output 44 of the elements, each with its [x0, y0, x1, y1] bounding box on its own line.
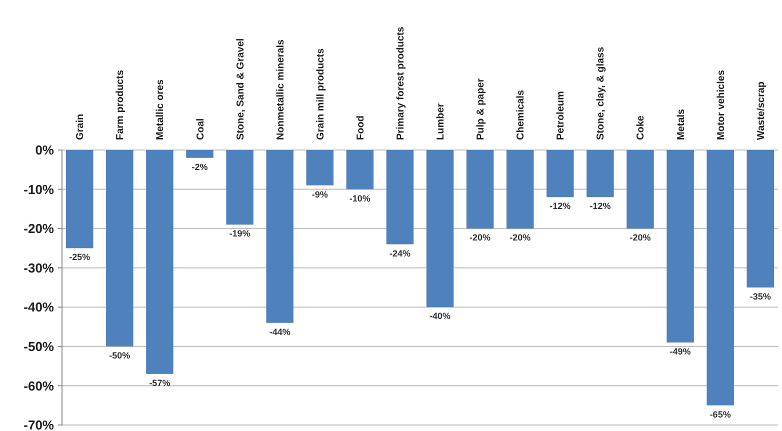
data-label: -20% — [470, 232, 491, 243]
data-label: -40% — [430, 311, 451, 322]
x-tick-label: Coke — [636, 115, 647, 140]
y-tick-label: -70% — [24, 418, 54, 431]
data-label: -9% — [312, 189, 328, 200]
data-label: -44% — [269, 326, 290, 337]
x-tick-label: Waste/scrap — [756, 81, 767, 140]
data-label: -50% — [109, 350, 130, 360]
x-tick-label: Petroleum — [556, 90, 567, 140]
data-label: -12% — [590, 201, 611, 212]
data-label: -12% — [550, 201, 571, 212]
data-label: -65% — [710, 409, 731, 420]
x-tick-label: Stone, clay, & glass — [596, 46, 607, 140]
data-label: -19% — [229, 228, 250, 239]
data-label: -35% — [750, 292, 771, 302]
y-tick-label: -50% — [24, 338, 54, 354]
x-tick-label: Lumber — [436, 103, 447, 140]
x-tick-label: Metals — [676, 108, 687, 140]
y-tick-label: -10% — [24, 182, 54, 197]
y-tick-label: -60% — [24, 378, 54, 394]
x-tick-label: Metallic ores — [155, 78, 166, 140]
data-label: -24% — [389, 248, 410, 258]
y-tick-label: -30% — [24, 260, 54, 276]
data-label: -49% — [670, 346, 691, 356]
x-tick-label: Stone, Sand & Gravel — [235, 38, 246, 140]
x-tick-label: Motor vehicles — [716, 70, 727, 140]
x-tick-label: Coal — [195, 118, 206, 140]
x-tick-label: Grain — [75, 114, 86, 140]
data-label: -10% — [349, 193, 370, 204]
x-tick-label: Chemicals — [516, 90, 527, 140]
y-tick-label: -40% — [24, 300, 54, 315]
x-tick-label: Grain mill products — [315, 48, 326, 140]
x-tick-label: Farm products — [115, 70, 126, 140]
x-tick-label: Primary forest products — [395, 26, 406, 140]
data-label: -57% — [149, 378, 170, 388]
x-tick-label: Food — [355, 116, 366, 140]
data-label: -25% — [69, 252, 90, 262]
x-tick-label: Nonmetallic minerals — [275, 38, 286, 140]
x-tick-label: Pulp & paper — [476, 78, 487, 140]
y-tick-label: 0% — [35, 142, 54, 158]
y-tick-label: -20% — [24, 221, 54, 236]
data-label: -20% — [630, 232, 651, 243]
data-label: -20% — [510, 232, 531, 243]
data-label: -2% — [192, 162, 208, 172]
